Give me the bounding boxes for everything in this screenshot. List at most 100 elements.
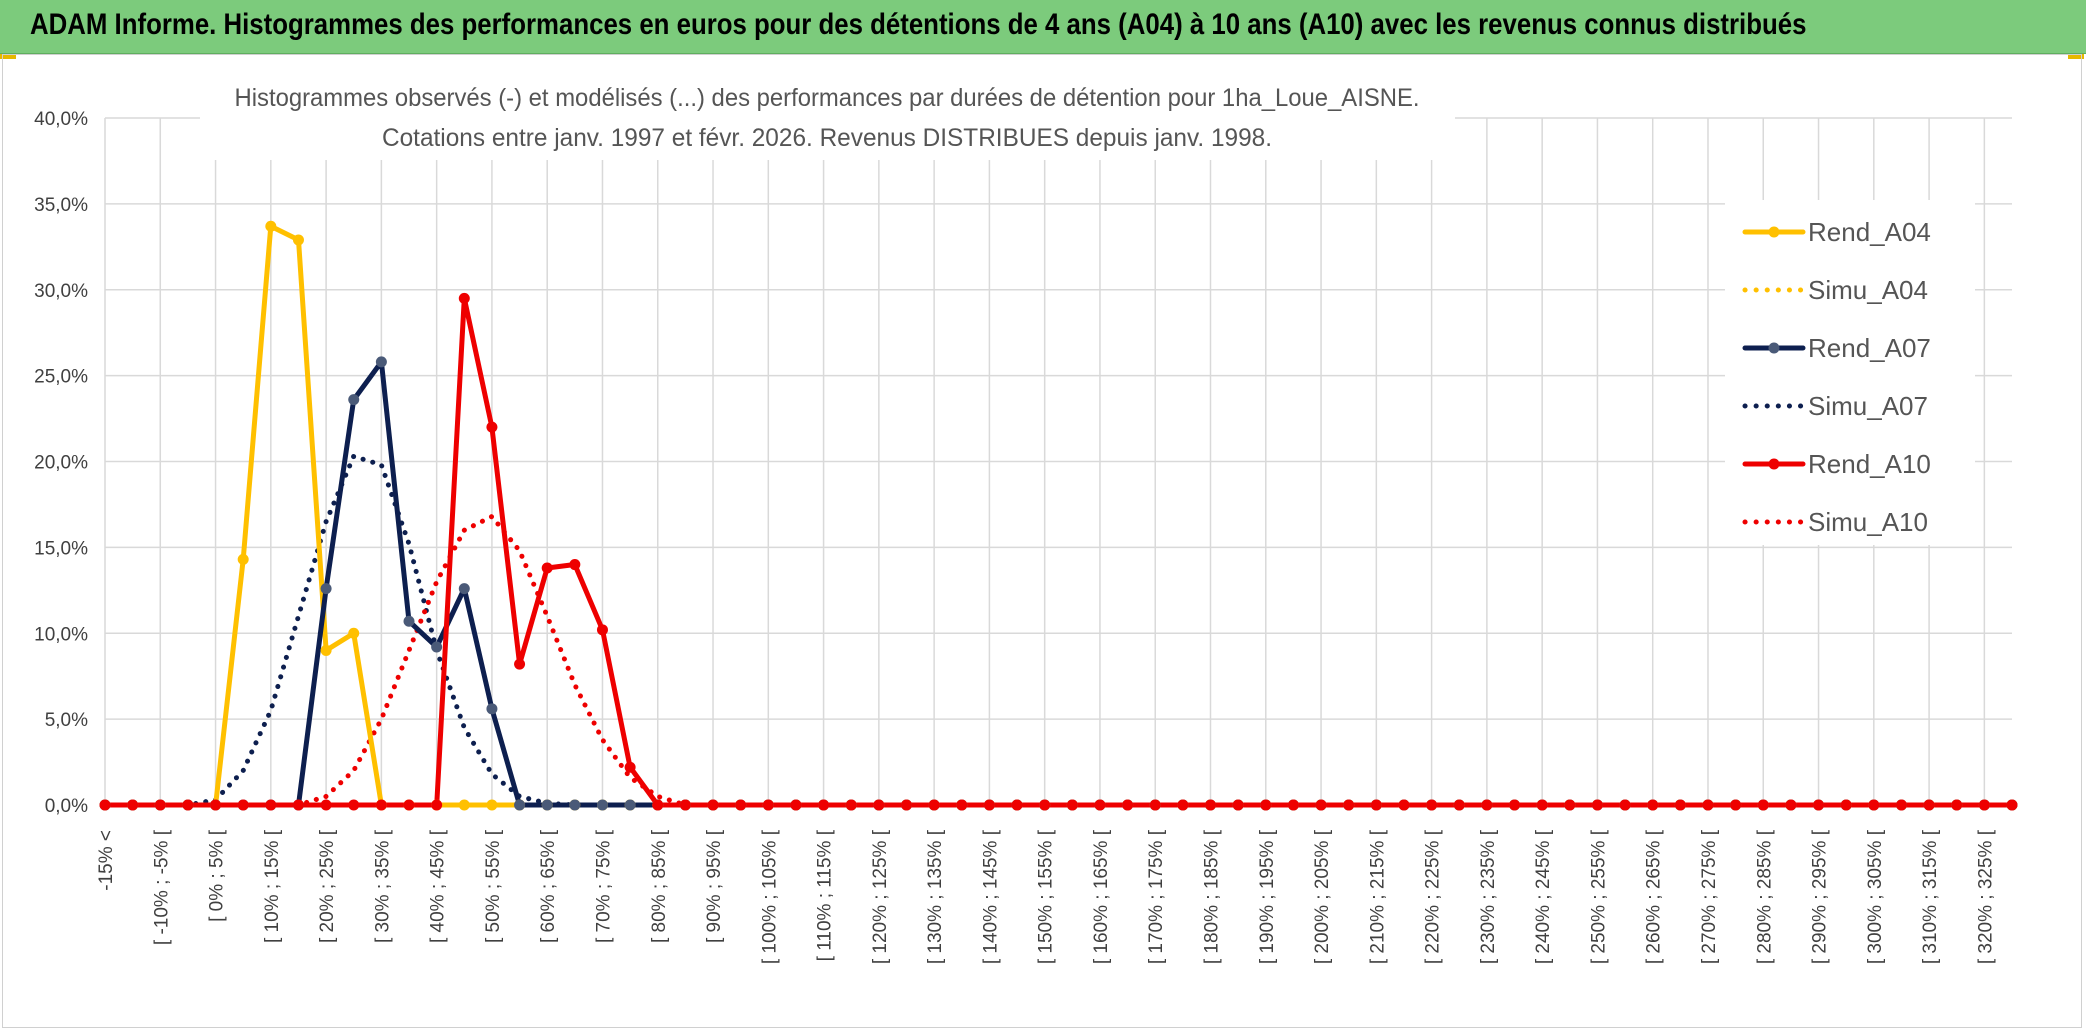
x-tick-label: [ 170% ; 175% [ [1146,829,1167,964]
data-point-rend_a07 [431,641,443,653]
data-point-rend_a10 [1591,799,1603,811]
data-point-rend_a07 [569,799,581,811]
data-point-rend_a10 [1343,799,1355,811]
data-point-rend_a10 [1757,799,1769,811]
legend-label-rend_a04: Rend_A04 [1808,217,1931,247]
x-tick-label: [ 30% ; 35% [ [372,829,393,943]
legend-box [1725,200,1975,545]
y-tick-label: 0,0% [45,796,88,817]
data-point-rend_a10 [1011,799,1023,811]
data-point-rend_a10 [1702,799,1714,811]
data-point-rend_a04 [237,553,249,565]
x-tick-label: [ 200% ; 205% [ [1312,829,1333,964]
data-point-rend_a10 [956,799,968,811]
data-point-rend_a10 [458,292,470,304]
legend-label-simu_a04: Simu_A04 [1808,275,1928,305]
grid-lines [104,117,2012,806]
x-tick-label: [ 220% ; 225% [ [1423,829,1444,964]
report-banner: ADAM Informe. Histogrammes des performan… [0,0,2086,54]
y-tick-label: 35,0% [34,195,88,216]
data-point-rend_a10 [900,799,912,811]
data-point-rend_a10 [1951,799,1963,811]
data-point-rend_a10 [154,799,166,811]
data-point-rend_a10 [1536,799,1548,811]
data-point-rend_a10 [1287,799,1299,811]
data-point-rend_a10 [735,799,747,811]
data-point-rend_a10 [1868,799,1880,811]
data-point-rend_a10 [790,799,802,811]
x-tick-label: [ 310% ; 315% [ [1920,829,1941,964]
x-axis: -15% < [ -10% ; -5% [[ 0% ; 5% [[ 10% ; 1… [96,829,1996,964]
data-point-rend_a10 [818,799,830,811]
y-tick-label: 40,0% [34,109,88,130]
data-point-rend_a04 [458,799,470,811]
data-point-rend_a10 [762,799,774,811]
data-point-rend_a04 [348,627,360,639]
x-tick-label: -15% < [96,830,117,891]
x-tick-label: [ 10% ; 15% [ [262,829,283,943]
data-point-rend_a10 [1564,799,1576,811]
x-tick-label: [ 280% ; 285% [ [1754,829,1775,964]
data-point-rend_a10 [1785,799,1797,811]
data-point-rend_a10 [928,799,940,811]
legend-label-rend_a10: Rend_A10 [1808,449,1931,479]
x-tick-label: [ 110% ; 115% [ [815,829,836,961]
data-point-rend_a07 [458,583,470,595]
data-point-rend_a10 [99,799,111,811]
data-point-rend_a10 [1730,799,1742,811]
data-point-rend_a10 [1978,799,1990,811]
x-tick-label: [ 260% ; 265% [ [1644,829,1665,964]
series-line-simu_a10 [102,514,2015,808]
x-tick-label: [ 40% ; 45% [ [428,829,449,943]
data-point-rend_a10 [1205,799,1217,811]
series-line-rend_a10 [102,295,2015,808]
title-backdrop [200,74,1455,160]
legend-label-rend_a07: Rend_A07 [1808,333,1931,363]
data-point-rend_a10 [265,799,277,811]
y-axis: 0,0% 5,0% 10,0% 15,0% 20,0% 25,0% 30,0% 35,0% 40… [34,109,88,817]
y-tick-label: 20,0% [34,453,88,474]
x-tick-label: [ 270% ; 275% [ [1699,829,1720,964]
data-point-rend_a10 [1039,799,1051,811]
data-point-rend_a10 [2006,799,2018,811]
legend-marker [1768,458,1780,470]
x-tick-label: [ 80% ; 85% [ [649,829,670,943]
x-tick-label: [ 190% ; 195% [ [1257,829,1278,964]
y-tick-label: 15,0% [34,538,88,559]
data-point-rend_a04 [265,220,277,232]
data-point-rend_a10 [707,799,719,811]
x-tick-label: [ 230% ; 235% [ [1478,829,1499,964]
data-point-rend_a04 [320,644,332,656]
data-point-rend_a10 [292,799,304,811]
data-point-rend_a10 [845,799,857,811]
legend-marker [1768,226,1780,238]
data-point-rend_a10 [348,799,360,811]
x-tick-label: [ 100% ; 105% [ [759,829,780,964]
data-point-rend_a10 [514,658,526,670]
data-point-rend_a10 [679,799,691,811]
data-point-rend_a10 [237,799,249,811]
x-tick-label: [ 210% ; 215% [ [1367,829,1388,964]
data-point-rend_a10 [1149,799,1161,811]
x-tick-label: [ 120% ; 125% [ [870,829,891,964]
x-tick-label: [ 160% ; 165% [ [1091,829,1112,964]
data-point-rend_a10 [375,799,387,811]
legend: Rend_A04 Simu_A04 Rend_A07 Simu_A07 Rend_A10… [1725,200,1975,545]
x-tick-label: [ 240% ; 245% [ [1533,829,1554,964]
x-tick-label: [ 90% ; 95% [ [704,829,725,943]
x-tick-label: [ 60% ; 65% [ [538,829,559,943]
x-tick-label: [ 70% ; 75% [ [593,829,614,943]
data-point-rend_a10 [596,624,608,636]
data-point-rend_a07 [486,703,498,715]
x-tick-label: [ 20% ; 25% [ [317,829,338,943]
x-tick-label: [ 290% ; 295% [ [1810,829,1831,964]
corner-accent-right [2068,54,2084,59]
data-point-rend_a10 [1426,799,1438,811]
data-point-rend_a10 [541,562,553,574]
data-point-rend_a10 [1481,799,1493,811]
x-tick-label: [ 140% ; 145% [ [980,829,1001,964]
series-markers [99,220,2018,811]
legend-marker [1768,342,1780,354]
data-point-rend_a07 [624,799,636,811]
